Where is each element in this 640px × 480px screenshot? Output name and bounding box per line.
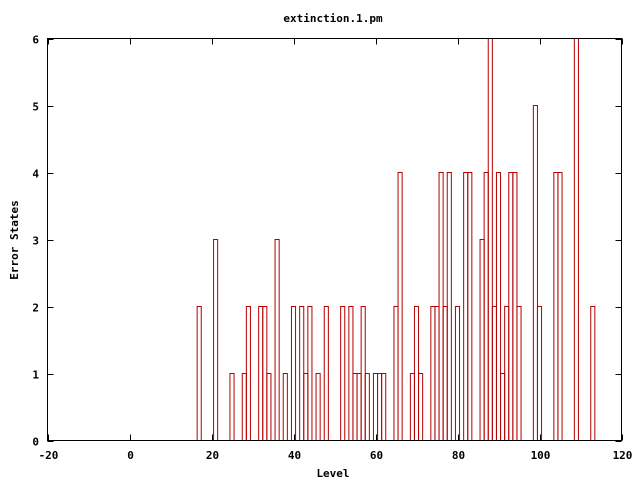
chart-marks: [196, 38, 596, 441]
x-tick-label: 120: [613, 449, 633, 462]
x-tick-label: -20: [39, 449, 59, 462]
bar: [282, 373, 288, 441]
bar: [557, 172, 563, 441]
bar: [323, 306, 329, 441]
y-axis-label: Error States: [8, 200, 21, 279]
bar: [381, 373, 387, 441]
bar: [495, 172, 502, 441]
plot-frame: [47, 38, 622, 441]
bar: [532, 105, 538, 441]
bar: [290, 306, 297, 441]
x-tick-label: 40: [288, 449, 301, 462]
bar: [467, 172, 473, 441]
x-tick-label: 80: [452, 449, 465, 462]
bar: [446, 172, 452, 441]
y-tick-label: 1: [32, 369, 39, 382]
bar: [274, 239, 280, 441]
bar: [340, 306, 346, 441]
bar: [245, 306, 251, 441]
y-tick-label: 4: [32, 168, 39, 181]
y-tick-label: 6: [32, 34, 39, 47]
bar: [418, 373, 424, 441]
bar: [397, 172, 403, 441]
x-tick-label: 0: [127, 449, 134, 462]
bar: [229, 373, 235, 441]
x-axis-label: Level: [316, 467, 349, 480]
bar: [454, 306, 461, 441]
x-tick-label: 100: [531, 449, 551, 462]
bar: [213, 239, 219, 441]
bar: [307, 306, 313, 441]
x-tick-label: 60: [370, 449, 383, 462]
bar: [536, 306, 543, 441]
bar: [196, 306, 202, 441]
y-tick-label: 3: [32, 235, 39, 248]
bar: [516, 306, 522, 441]
bar: [266, 373, 272, 441]
y-tick-label: 0: [32, 436, 39, 449]
x-tick-label: 20: [206, 449, 219, 462]
chart-title: extinction.1.pm: [283, 12, 383, 25]
y-tick-label: 5: [32, 101, 39, 114]
bar: [590, 306, 596, 441]
bar: [315, 373, 321, 441]
y-tick-label: 2: [32, 302, 39, 315]
bar: [364, 373, 370, 441]
